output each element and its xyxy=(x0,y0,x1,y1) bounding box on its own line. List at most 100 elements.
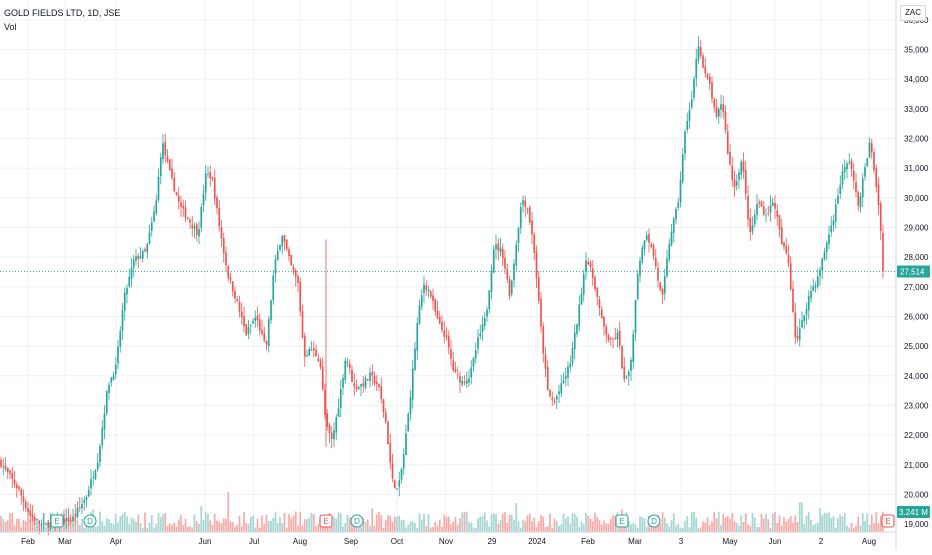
dividend-marker[interactable]: D xyxy=(350,514,364,528)
candle xyxy=(639,257,641,283)
volume-bar xyxy=(641,517,644,532)
marker-label: E xyxy=(54,517,59,526)
candle xyxy=(65,508,68,530)
candle-body xyxy=(776,210,779,217)
dividend-marker[interactable]: D xyxy=(83,514,97,528)
candle-body xyxy=(274,259,277,274)
candle-body xyxy=(200,206,203,228)
candle-body xyxy=(812,286,815,292)
candle-body xyxy=(526,208,529,210)
candle-body xyxy=(596,287,599,298)
volume-bar xyxy=(292,515,295,532)
candle-body xyxy=(414,348,416,370)
candle xyxy=(681,148,684,185)
candle-body xyxy=(731,165,734,180)
candle-body xyxy=(603,316,605,327)
candle xyxy=(767,205,770,217)
candle-body xyxy=(762,206,765,215)
volume-bar xyxy=(432,527,434,532)
candle-body xyxy=(272,275,275,301)
volume-bar xyxy=(245,523,248,532)
candle-body xyxy=(765,215,767,217)
volume-bar xyxy=(479,516,482,532)
candle-body xyxy=(389,442,392,463)
time-axis[interactable]: Feb Mar Apr Jun Jul Aug Sep Oct Nov 29 2024 Feb Mar 3… xyxy=(21,537,876,546)
dividend-marker[interactable]: D xyxy=(647,514,661,528)
volume-bar xyxy=(18,518,20,532)
candle xyxy=(177,187,180,210)
marker-shape xyxy=(319,514,333,528)
earnings-marker[interactable]: E xyxy=(319,514,333,528)
currency-button[interactable]: ZAC xyxy=(900,5,926,21)
candle xyxy=(20,487,23,506)
candle xyxy=(429,289,432,299)
candle xyxy=(769,195,772,222)
candle xyxy=(717,106,720,125)
volume-badge xyxy=(897,506,930,518)
volume-bar xyxy=(825,513,828,532)
value-badges: 27,514 3.241 M xyxy=(897,265,930,518)
candle-body xyxy=(67,517,70,522)
volume-bar xyxy=(596,517,599,532)
candle-body xyxy=(130,267,133,279)
candle xyxy=(270,299,272,325)
candle-body xyxy=(450,349,452,359)
earnings-marker[interactable]: E xyxy=(50,514,64,528)
volume-bar xyxy=(717,511,720,532)
candle-body xyxy=(814,285,817,288)
earnings-marker[interactable]: E xyxy=(615,514,629,528)
marker-shape xyxy=(615,514,629,528)
candle xyxy=(87,485,90,498)
volume-bar xyxy=(339,512,342,532)
candle xyxy=(121,302,124,340)
candle xyxy=(488,289,491,314)
volume-bar xyxy=(549,513,551,532)
candle xyxy=(706,73,709,81)
volume-bars xyxy=(0,491,884,532)
candle-body xyxy=(45,522,47,524)
candle-body xyxy=(420,295,423,307)
candle-body xyxy=(324,389,326,416)
earnings-marker[interactable]: E xyxy=(881,514,895,528)
volume-bar xyxy=(112,524,115,532)
candle xyxy=(753,209,756,228)
candle-body xyxy=(364,377,367,388)
candle-body xyxy=(222,238,225,253)
candle xyxy=(486,306,488,323)
volume-bar xyxy=(281,523,284,532)
symbol-title[interactable]: GOLD FIELDS LTD, 1D, JSE xyxy=(4,8,121,18)
volume-bar xyxy=(99,511,101,532)
volume-bar xyxy=(765,513,767,532)
volume-legend[interactable]: Vol xyxy=(4,22,17,32)
candle xyxy=(625,375,628,379)
candle-body xyxy=(369,372,371,381)
volume-bar xyxy=(798,502,801,532)
time-tick-label: Mar xyxy=(58,537,72,546)
candle-body xyxy=(279,245,281,250)
candle xyxy=(774,195,776,219)
candle xyxy=(153,205,155,223)
volume-bar xyxy=(645,526,648,532)
volume-bar xyxy=(357,524,360,532)
volume-bar xyxy=(321,523,324,532)
candle-body xyxy=(819,269,821,277)
candle xyxy=(180,195,182,217)
candle xyxy=(551,391,554,407)
candle-body xyxy=(787,254,790,264)
candle xyxy=(146,242,149,259)
candle-body xyxy=(850,160,853,169)
candle-body xyxy=(488,290,491,310)
candle-body xyxy=(454,369,457,373)
candle xyxy=(846,161,848,179)
candle-body xyxy=(834,204,837,222)
candle xyxy=(652,242,655,261)
candle xyxy=(249,323,252,335)
volume-bar xyxy=(69,517,72,532)
candle xyxy=(83,496,86,511)
candle-body xyxy=(40,524,43,526)
candle-body xyxy=(747,195,749,220)
